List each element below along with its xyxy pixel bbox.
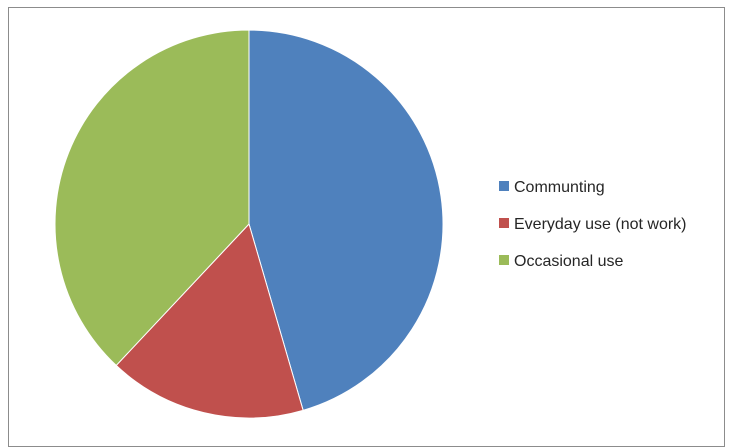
legend: Communting Everyday use (not work) Occasio… (499, 179, 687, 270)
pie-slice-everyday-use-not-work (115, 223, 304, 419)
pie-slice-occasional-use (54, 29, 250, 367)
pie-slices (54, 29, 444, 419)
legend-swatch-1 (499, 181, 509, 191)
pie-chart: Communting Everyday use (not work) Occasio… (54, 29, 687, 419)
legend-swatch-3 (499, 255, 509, 265)
legend-swatch-2 (499, 218, 509, 228)
legend-label-1: Communting (514, 179, 605, 196)
legend-label-2: Everyday use (not work) (514, 216, 687, 233)
pie-slice-communting (248, 29, 444, 411)
legend-label-3: Occasional use (514, 253, 623, 270)
